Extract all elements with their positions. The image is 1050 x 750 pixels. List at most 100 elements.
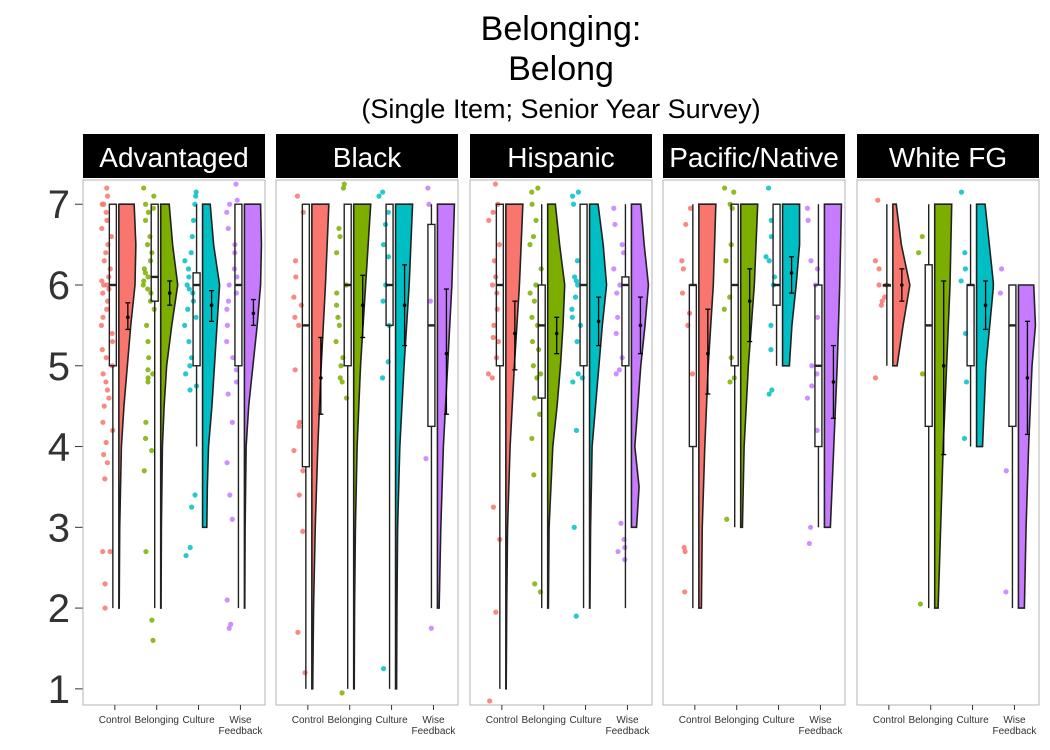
data-point: [487, 698, 493, 704]
data-point: [917, 601, 924, 607]
data-point: [679, 258, 685, 264]
data-point: [300, 209, 306, 215]
data-point: [101, 452, 107, 458]
data-point: [187, 544, 193, 551]
data-point: [141, 185, 147, 191]
data-point: [107, 266, 113, 272]
data-point: [98, 322, 105, 328]
group-belonging: Belonging: [134, 185, 179, 726]
data-point: [490, 209, 496, 215]
mean-point: [747, 299, 752, 303]
data-point: [99, 225, 105, 232]
data-point: [142, 435, 149, 442]
data-point: [146, 355, 152, 361]
data-point: [300, 468, 306, 474]
data-point: [295, 629, 301, 635]
half-violin: [546, 203, 566, 609]
data-point: [227, 492, 233, 498]
data-point: [683, 221, 689, 228]
data-point: [103, 250, 109, 256]
mean-point: [554, 331, 559, 336]
data-point: [731, 189, 737, 195]
data-point: [723, 258, 729, 264]
data-point: [574, 258, 580, 264]
x-tick-label: Wise: [809, 715, 832, 726]
data-point: [103, 379, 109, 385]
mean-point: [209, 303, 214, 307]
group-belonging: Belonging: [714, 185, 759, 726]
data-point: [337, 233, 343, 240]
facet-strip: [276, 134, 458, 178]
chart-title-line2: Belong: [508, 50, 614, 88]
data-point: [291, 294, 297, 300]
data-point: [145, 375, 151, 381]
data-point: [569, 314, 575, 320]
box-iqr: [192, 272, 201, 367]
data-point: [233, 181, 239, 187]
half-violin: [436, 203, 456, 609]
data-point: [140, 282, 146, 288]
data-point: [101, 282, 107, 288]
data-point: [575, 189, 581, 195]
data-point: [682, 548, 688, 555]
data-point: [570, 201, 577, 207]
data-point: [680, 266, 686, 272]
data-point: [426, 201, 432, 207]
data-point: [150, 205, 156, 211]
data-point: [569, 306, 575, 312]
data-point: [682, 589, 688, 595]
x-tick-label: Culture: [762, 715, 795, 726]
data-point: [150, 637, 156, 643]
data-point: [489, 375, 495, 381]
data-point: [100, 290, 106, 296]
data-point: [768, 322, 774, 328]
data-point: [572, 294, 579, 300]
data-point: [878, 302, 884, 308]
x-tick-label: Belonging: [521, 715, 565, 726]
data-point: [571, 524, 577, 530]
data-point: [229, 419, 235, 425]
data-point: [385, 254, 392, 260]
data-point: [376, 193, 382, 199]
data-point: [535, 185, 541, 191]
data-point: [296, 419, 303, 425]
half-violin: [243, 203, 263, 609]
data-point: [190, 217, 197, 223]
data-point: [613, 330, 619, 337]
data-point: [423, 456, 429, 462]
x-tick-label: Feedback: [992, 726, 1037, 737]
data-point: [529, 338, 536, 345]
y-tick-label: 5: [48, 345, 70, 389]
data-point: [380, 242, 387, 248]
data-point: [768, 347, 774, 353]
data-point: [963, 379, 970, 385]
data-point: [958, 189, 965, 195]
half-violin: [1017, 284, 1037, 609]
box-iqr: [301, 203, 311, 468]
data-point: [225, 225, 231, 232]
data-point: [875, 197, 881, 203]
data-point: [99, 347, 105, 353]
data-point: [997, 290, 1004, 296]
data-point: [106, 395, 112, 401]
data-point: [495, 338, 502, 345]
data-point: [335, 314, 341, 320]
data-point: [385, 209, 391, 215]
data-point: [193, 193, 199, 199]
data-point: [619, 242, 625, 248]
data-point: [183, 552, 189, 559]
data-point: [189, 233, 195, 240]
data-point: [141, 266, 147, 272]
data-point: [230, 355, 236, 361]
data-point: [766, 185, 772, 191]
data-point: [807, 524, 814, 530]
mean-point: [513, 331, 517, 336]
data-point: [104, 217, 110, 223]
data-point: [573, 278, 579, 284]
